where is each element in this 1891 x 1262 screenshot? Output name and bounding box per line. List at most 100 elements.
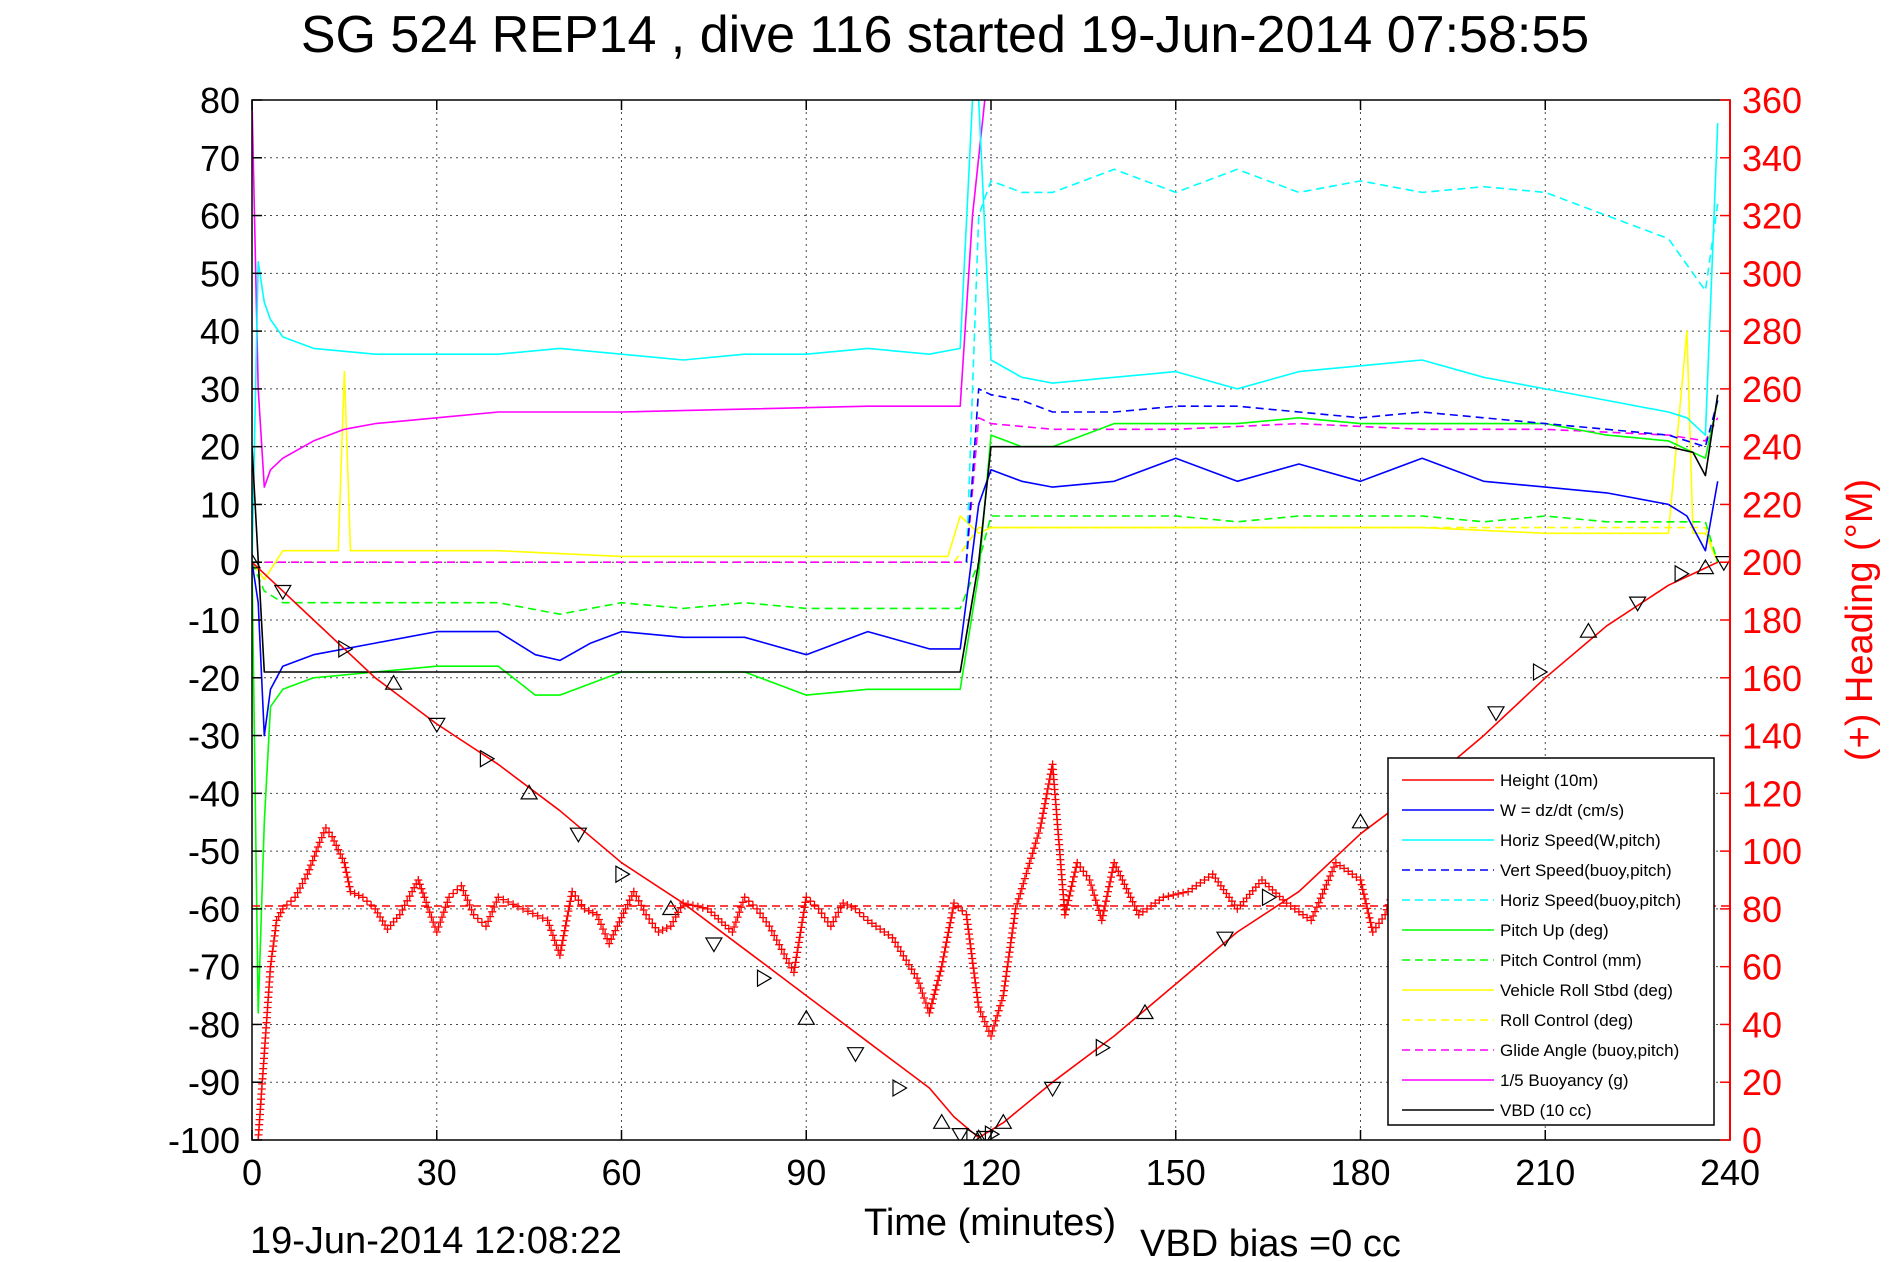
height-marker <box>984 1125 1001 1140</box>
heading-marker <box>1200 876 1209 884</box>
heading-marker <box>1042 794 1050 803</box>
heading-marker <box>932 981 941 990</box>
heading-marker <box>880 928 889 936</box>
heading-marker <box>914 979 923 988</box>
heading-marker <box>1311 907 1319 916</box>
heading-marker <box>488 907 497 916</box>
heading-marker <box>634 896 643 905</box>
heading-marker <box>1033 834 1042 843</box>
heading-marker <box>1010 909 1019 918</box>
y2-tick-label: 200 <box>1742 542 1802 583</box>
heading-marker <box>305 865 314 874</box>
heading-marker <box>1151 899 1160 908</box>
heading-marker <box>1368 928 1377 936</box>
heading-marker <box>321 824 330 832</box>
y-tick-label: 20 <box>200 427 240 468</box>
heading-marker <box>429 918 438 927</box>
legend-label: Roll Control (deg) <box>1500 1011 1633 1030</box>
heading-marker <box>666 922 675 931</box>
heading-marker <box>350 889 359 898</box>
heading-marker <box>1366 918 1375 927</box>
heading-marker <box>791 958 800 967</box>
legend-label: Vehicle Roll Stbd (deg) <box>1500 981 1673 1000</box>
heading-marker <box>767 926 776 935</box>
heading-marker <box>1138 907 1147 916</box>
heading-marker <box>1348 870 1357 879</box>
heading-marker <box>1184 887 1193 896</box>
heading-marker <box>1356 876 1365 884</box>
heading-marker <box>1126 893 1135 902</box>
heading-marker <box>941 943 950 952</box>
height-marker <box>273 584 292 601</box>
x-tick-label: 60 <box>601 1152 641 1193</box>
height-marker <box>569 827 588 843</box>
heading-marker <box>1344 867 1353 876</box>
heading-marker <box>1071 868 1079 877</box>
heading-marker <box>1331 858 1340 867</box>
heading-marker <box>1000 981 1009 990</box>
heading-marker <box>592 910 601 919</box>
heading-marker <box>1005 948 1014 957</box>
heading-marker <box>1103 892 1111 901</box>
heading-marker <box>737 903 746 912</box>
heading-marker <box>826 922 835 931</box>
y2-tick-label: 340 <box>1742 138 1802 179</box>
heading-marker <box>465 901 474 909</box>
heading-marker <box>988 1026 997 1035</box>
heading-marker <box>1326 872 1335 880</box>
heading-marker <box>1290 904 1299 913</box>
heading-marker <box>1082 871 1091 880</box>
heading-marker <box>1041 799 1049 808</box>
heading-marker <box>417 884 426 893</box>
heading-marker <box>1303 913 1312 922</box>
series-line <box>252 100 986 488</box>
heading-marker <box>301 874 309 883</box>
heading-marker <box>939 952 948 961</box>
heading-marker <box>395 910 404 919</box>
heading-marker <box>410 883 419 892</box>
heading-marker <box>463 896 472 905</box>
heading-marker <box>473 914 482 923</box>
series-line <box>252 416 1719 564</box>
y2-tick-label: 260 <box>1742 369 1802 410</box>
y-tick-label: 50 <box>200 253 240 294</box>
heading-marker <box>492 898 501 907</box>
legend-label: VBD (10 cc) <box>1500 1101 1592 1120</box>
heading-marker <box>954 903 963 911</box>
heading-marker <box>1064 896 1073 905</box>
heading-marker <box>1069 872 1078 881</box>
heading-marker <box>684 900 692 909</box>
heading-marker <box>308 856 317 865</box>
height-marker <box>797 1009 816 1025</box>
heading-marker <box>1316 894 1325 903</box>
heading-marker <box>341 863 350 872</box>
heading-marker <box>561 921 570 930</box>
heading-marker <box>913 974 922 983</box>
heading-marker <box>1031 839 1040 848</box>
heading-marker <box>817 909 826 918</box>
heading-marker <box>556 946 565 955</box>
heading-marker <box>896 947 905 956</box>
heading-marker <box>876 925 885 934</box>
axes: 0 30 60 90 120 150 180 210 240-100-90-80-70-60-5… <box>168 80 1802 1193</box>
vbd-bias-text: VBD bias =0 cc <box>1140 1223 1401 1262</box>
heading-marker <box>949 904 958 912</box>
heading-marker <box>942 938 951 947</box>
legend-label: Height (10m) <box>1500 771 1598 790</box>
y-tick-label: 10 <box>200 484 240 525</box>
height-marker <box>1628 596 1647 612</box>
heading-marker <box>1065 891 1074 900</box>
heading-marker <box>557 941 566 950</box>
heading-marker <box>1030 844 1039 853</box>
heading-marker <box>1324 876 1333 885</box>
heading-marker <box>735 908 744 917</box>
heading-marker <box>794 943 802 952</box>
height-marker <box>846 1047 865 1063</box>
heading-marker <box>1322 880 1331 889</box>
heading-marker <box>929 995 938 1003</box>
heading-marker <box>528 909 537 918</box>
heading-marker <box>548 931 557 940</box>
heading-marker <box>601 929 610 938</box>
heading-marker <box>1019 879 1028 888</box>
x-axis-label: Time (minutes) <box>864 1202 1116 1244</box>
